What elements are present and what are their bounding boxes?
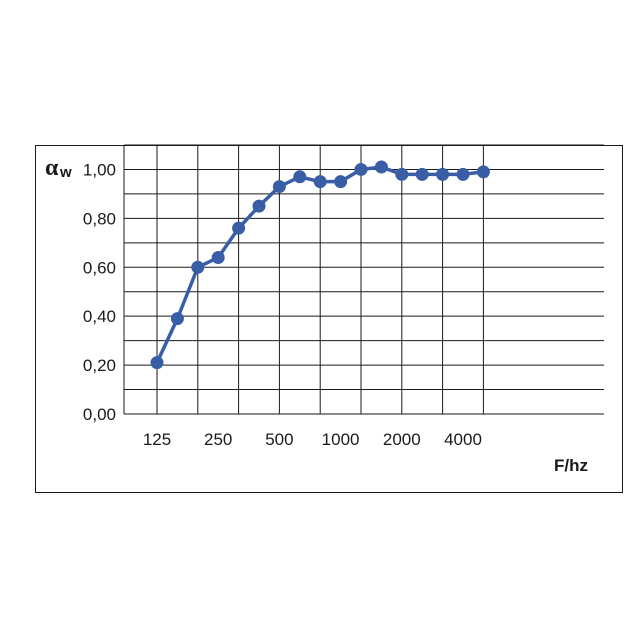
data-point	[150, 356, 164, 370]
data-point	[415, 167, 429, 181]
data-point	[170, 312, 184, 326]
y-tick-labels: 0,00 0,20 0,40 0,60 0,80 1,00	[83, 160, 116, 424]
x-tick-label: 4000	[444, 430, 482, 449]
data-point	[272, 180, 286, 194]
data-point	[293, 170, 307, 184]
x-tick-label: 1000	[322, 430, 360, 449]
series-line-group	[150, 160, 490, 370]
y-tick-label: 0,00	[83, 405, 116, 424]
x-tick-label: 2000	[383, 430, 421, 449]
y-axis-label: α	[45, 155, 59, 181]
data-point	[374, 160, 388, 174]
chart-frame	[35, 145, 623, 493]
data-point	[211, 250, 225, 264]
y-axis-label-subscript: w	[59, 164, 72, 181]
data-point	[334, 175, 348, 189]
grid-lines	[123, 144, 604, 415]
x-tick-labels: 125 250 500 1000 2000 4000	[143, 430, 482, 449]
data-point	[395, 167, 409, 181]
x-tick-label: 500	[265, 430, 293, 449]
data-point	[313, 175, 327, 189]
x-axis-label: F/hz	[554, 456, 588, 475]
y-tick-label: 0,20	[83, 356, 116, 375]
y-tick-label: 0,60	[83, 258, 116, 277]
data-point	[456, 167, 470, 181]
data-point	[232, 221, 246, 235]
data-point	[476, 165, 490, 179]
data-point	[191, 260, 205, 274]
x-tick-label: 125	[143, 430, 171, 449]
data-point	[354, 162, 368, 176]
data-point	[436, 167, 450, 181]
x-tick-label: 250	[204, 430, 232, 449]
data-point	[252, 199, 266, 213]
y-tick-label: 0,80	[83, 209, 116, 228]
y-tick-label: 1,00	[83, 160, 116, 179]
y-tick-label: 0,40	[83, 307, 116, 326]
